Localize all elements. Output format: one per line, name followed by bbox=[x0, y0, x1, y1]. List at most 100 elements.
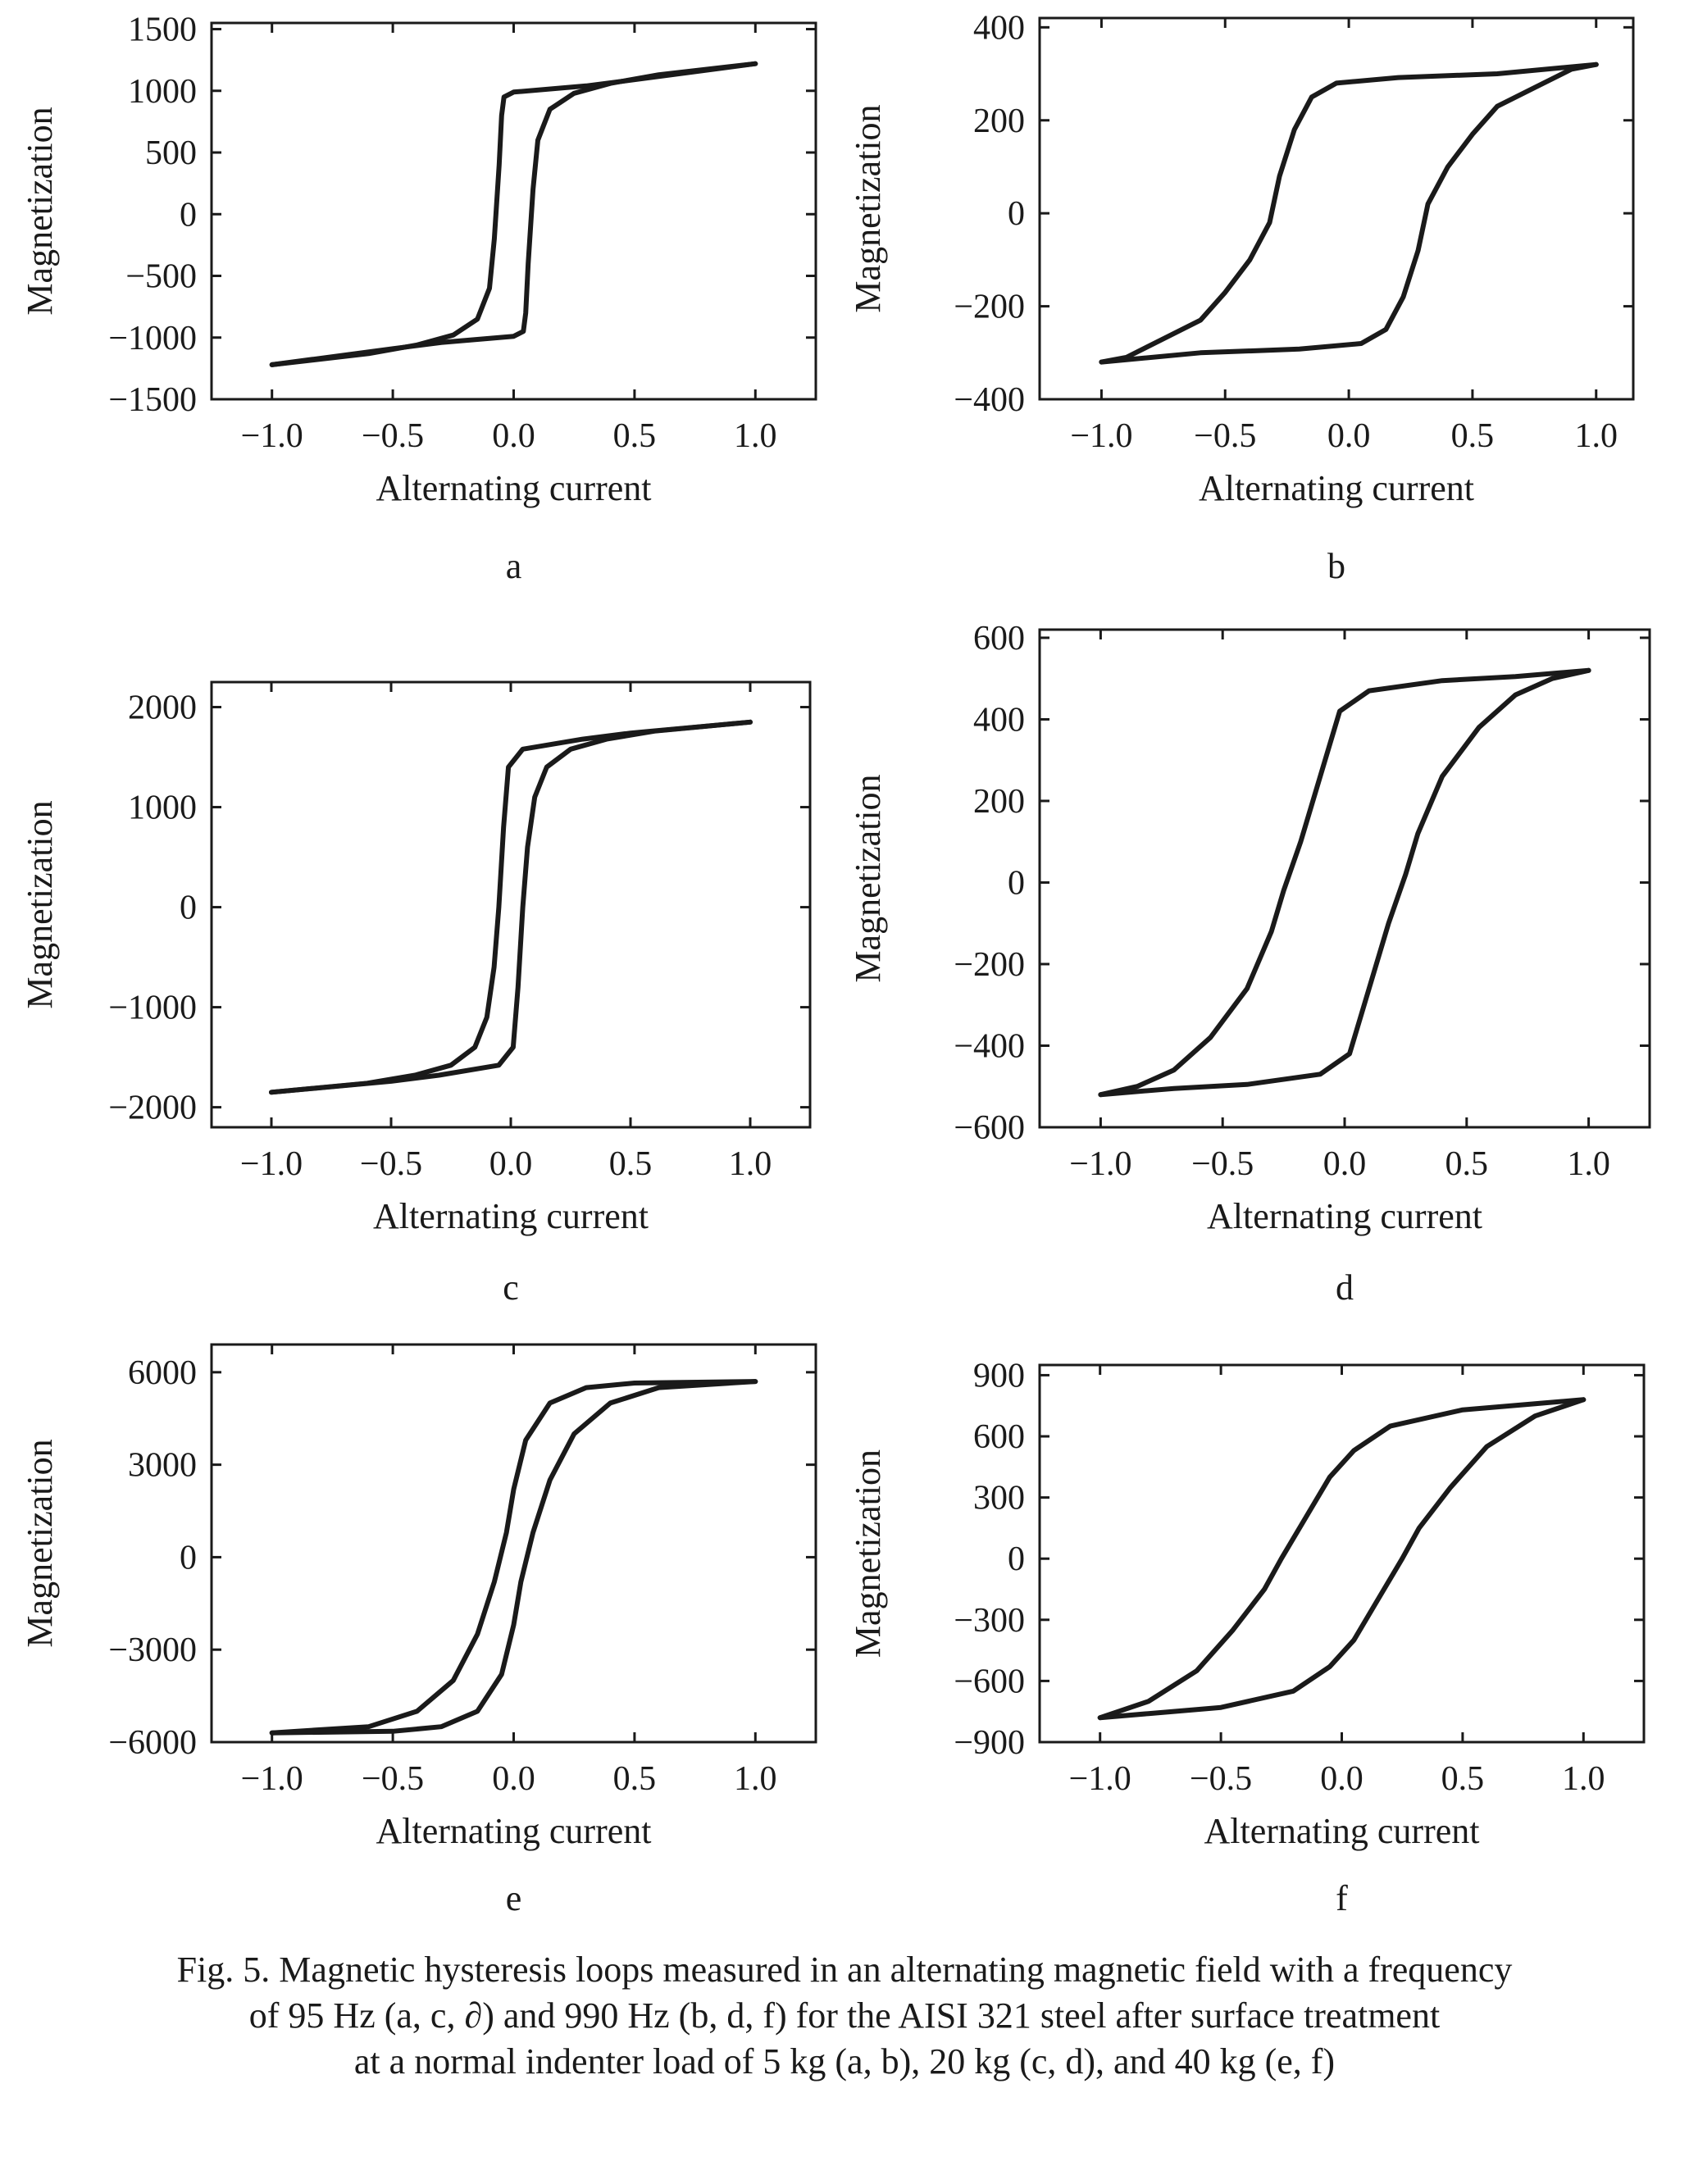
panel-letter: c bbox=[503, 1267, 519, 1308]
y-tick-label: 2000 bbox=[128, 689, 197, 727]
caption-line-2: of 95 Hz (a, c, ∂) and 990 Hz (b, d, f) … bbox=[248, 1995, 1441, 2036]
x-axis-label: Alternating current bbox=[373, 1196, 649, 1236]
x-tick-label: 0.5 bbox=[1445, 1145, 1489, 1183]
y-tick-label: −200 bbox=[954, 946, 1025, 984]
plot-frame bbox=[210, 680, 812, 1129]
y-tick-label: −300 bbox=[954, 1602, 1025, 1640]
hysteresis-branch-descending bbox=[1098, 667, 1591, 1098]
panel-letter: a bbox=[506, 546, 522, 586]
x-tick-label: 0.5 bbox=[613, 1760, 657, 1798]
caption-line-3: at a normal indenter load of 5 kg (a, b)… bbox=[353, 2041, 1336, 2082]
y-axis-label: Magnetization bbox=[848, 774, 888, 982]
x-tick-label: −0.5 bbox=[1191, 1145, 1254, 1183]
y-tick-label: 600 bbox=[973, 620, 1025, 657]
plot-frame bbox=[1038, 1363, 1646, 1744]
chart-panel-b: −1.0 −0.5 0.0 0.5 1.0 −400 −200 0 200 400 Alternat… bbox=[848, 9, 1635, 586]
panel-letter: b bbox=[1327, 546, 1345, 586]
x-tick-label: −1.0 bbox=[1069, 1760, 1131, 1798]
y-tick-label: −6000 bbox=[108, 1724, 197, 1762]
x-tick-label: −1.0 bbox=[1070, 417, 1132, 455]
x-tick-label: 0.5 bbox=[609, 1145, 653, 1183]
x-axis-label: Alternating current bbox=[1204, 1811, 1480, 1851]
y-tick-label: 1000 bbox=[128, 789, 197, 827]
y-tick-label: −600 bbox=[954, 1109, 1025, 1147]
y-tick-label: −1000 bbox=[108, 990, 197, 1027]
y-tick-label: 0 bbox=[1008, 864, 1025, 902]
x-tick-label: 0.0 bbox=[492, 1760, 535, 1798]
x-tick-label: 0.0 bbox=[1320, 1760, 1363, 1798]
y-tick-label: 900 bbox=[973, 1357, 1025, 1395]
x-tick-label: −1.0 bbox=[241, 417, 303, 455]
y-tick-label: 1500 bbox=[128, 11, 197, 49]
chart-panel-c: −1.0 −0.5 0.0 0.5 1.0 −2000 −1000 0 1000 2000 Alte… bbox=[20, 680, 812, 1308]
x-tick-label: 1.0 bbox=[734, 1760, 777, 1798]
hysteresis-branch-descending bbox=[269, 719, 753, 1095]
y-axis-label: Magnetization bbox=[20, 1439, 60, 1647]
x-tick-label: 0.0 bbox=[489, 1145, 533, 1183]
x-axis-label: Alternating current bbox=[1199, 468, 1474, 508]
x-axis-label: Alternating current bbox=[1207, 1196, 1482, 1236]
x-tick-label: 0.5 bbox=[1441, 1760, 1485, 1798]
x-tick-label: −1.0 bbox=[240, 1145, 303, 1183]
x-tick-label: 0.0 bbox=[492, 417, 535, 455]
hysteresis-branch-ascending bbox=[269, 1379, 758, 1736]
y-tick-label: −400 bbox=[954, 1027, 1025, 1065]
y-tick-label: 0 bbox=[180, 1539, 197, 1577]
hysteresis-branch-ascending bbox=[269, 61, 758, 367]
x-tick-label: −1.0 bbox=[1069, 1145, 1131, 1183]
y-tick-label: −3000 bbox=[108, 1631, 197, 1669]
chart-panel-e: −1.0 −0.5 0.0 0.5 1.0 −6000 −3000 0 3000 6000 Alte… bbox=[20, 1343, 817, 1918]
y-tick-label: −400 bbox=[954, 381, 1025, 419]
hysteresis-branch-ascending bbox=[269, 719, 753, 1095]
y-tick-label: 400 bbox=[973, 701, 1025, 739]
panel-letter: e bbox=[506, 1878, 522, 1918]
y-tick-label: 0 bbox=[180, 196, 197, 234]
hysteresis-branch-descending bbox=[1099, 61, 1599, 365]
hysteresis-branch-descending bbox=[269, 61, 758, 367]
y-tick-label: 500 bbox=[145, 134, 197, 172]
hysteresis-branch-ascending bbox=[1097, 1397, 1587, 1721]
x-tick-label: 1.0 bbox=[1567, 1145, 1610, 1183]
y-axis-label: Magnetization bbox=[848, 104, 888, 312]
y-axis-label: Magnetization bbox=[20, 107, 60, 315]
y-tick-label: 0 bbox=[1008, 1540, 1025, 1578]
y-tick-label: 0 bbox=[180, 890, 197, 927]
x-tick-label: 0.5 bbox=[1451, 417, 1495, 455]
chart-panel-d: −1.0 −0.5 0.0 0.5 1.0 −600 −400 −200 0 200 400 600 A… bbox=[848, 620, 1651, 1308]
x-tick-label: −0.5 bbox=[362, 417, 424, 455]
y-tick-label: 3000 bbox=[128, 1447, 197, 1485]
y-axis-label: Magnetization bbox=[20, 800, 60, 1008]
y-tick-label: 300 bbox=[973, 1480, 1025, 1517]
panel-letter: d bbox=[1336, 1267, 1354, 1308]
plot-frame bbox=[210, 21, 817, 401]
chart-panel-a: −1.0 −0.5 0.0 0.5 1.0 −1500 −1000 −500 0 500 1000 1… bbox=[20, 11, 817, 586]
y-tick-label: 200 bbox=[973, 783, 1025, 821]
x-tick-label: 0.0 bbox=[1323, 1145, 1367, 1183]
caption-line-1: Fig. 5. Magnetic hysteresis loops measur… bbox=[176, 1950, 1513, 1990]
x-tick-label: −0.5 bbox=[360, 1145, 422, 1183]
y-tick-label: −1000 bbox=[108, 320, 197, 357]
y-tick-label: −1500 bbox=[108, 381, 197, 419]
y-tick-label: 6000 bbox=[128, 1354, 197, 1392]
x-tick-label: 1.0 bbox=[1575, 417, 1618, 455]
y-tick-label: 400 bbox=[973, 9, 1025, 47]
figure-caption: Fig. 5. Magnetic hysteresis loops measur… bbox=[0, 1947, 1689, 2085]
chart-panel-f: −1.0 −0.5 0.0 0.5 1.0 −900 −600 −300 0 300 600 900 A… bbox=[848, 1357, 1646, 1918]
plot-frame bbox=[1038, 628, 1651, 1129]
y-axis-label: Magnetization bbox=[848, 1449, 888, 1658]
y-tick-label: 200 bbox=[973, 102, 1025, 140]
y-tick-label: 600 bbox=[973, 1418, 1025, 1456]
x-axis-label: Alternating current bbox=[376, 1811, 652, 1851]
x-axis-label: Alternating current bbox=[376, 468, 652, 508]
hysteresis-branch-ascending bbox=[1098, 667, 1591, 1098]
x-tick-label: −0.5 bbox=[1194, 417, 1256, 455]
y-tick-label: −500 bbox=[125, 258, 197, 296]
y-tick-label: 0 bbox=[1008, 195, 1025, 233]
plot-frame bbox=[210, 1343, 817, 1744]
x-tick-label: 1.0 bbox=[729, 1145, 772, 1183]
y-tick-label: 1000 bbox=[128, 73, 197, 111]
x-tick-label: 1.0 bbox=[1562, 1760, 1605, 1798]
x-tick-label: −0.5 bbox=[362, 1760, 424, 1798]
panel-letter: f bbox=[1336, 1878, 1348, 1918]
